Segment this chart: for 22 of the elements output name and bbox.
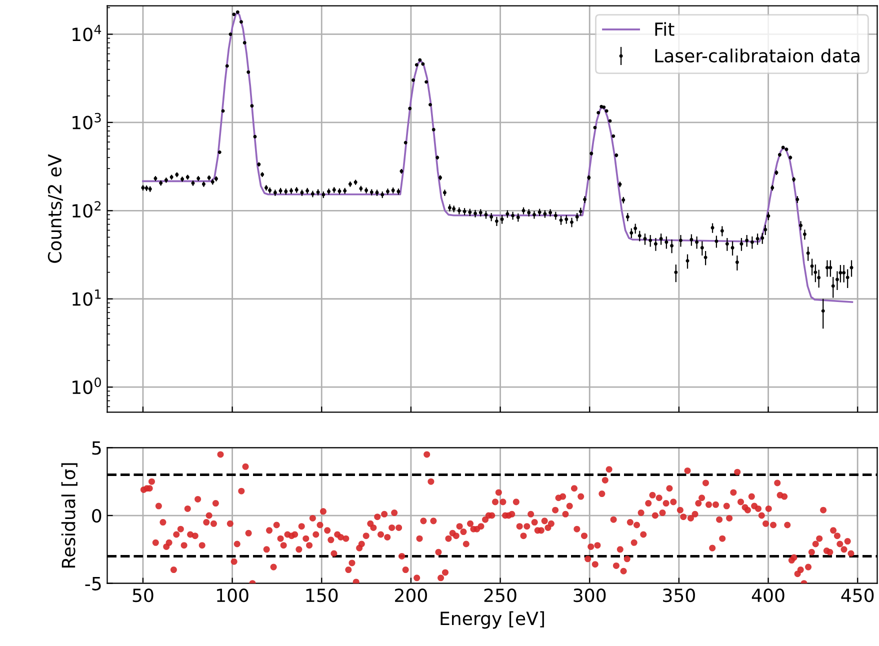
x-tick-label: 400 <box>752 588 784 602</box>
y-tick-label: -5 <box>85 577 101 590</box>
y-tick-label: 10$^{2}$ <box>72 201 101 218</box>
x-tick-label: 200 <box>395 588 427 602</box>
x-axis-title: Energy [eV] <box>440 611 544 629</box>
y-tick-label: 0 <box>92 508 102 523</box>
y-axis-title: Counts/2 eV <box>48 154 63 263</box>
x-tick-label: 250 <box>484 588 516 602</box>
y-tick-label: 10$^{3}$ <box>72 112 101 130</box>
x-tick-label: 350 <box>663 588 695 602</box>
legend-label: Laser-calibrataion data <box>655 48 860 63</box>
y-axis-title: Residual [σ] <box>61 463 78 568</box>
y-tick-label: 10$^{4}$ <box>72 24 102 42</box>
x-tick-label: 100 <box>217 588 248 602</box>
x-tick-label: 50 <box>132 588 154 602</box>
x-tick-label: 300 <box>574 588 606 602</box>
legend-label: Fit <box>655 22 674 36</box>
x-tick-label: 450 <box>841 588 874 602</box>
y-tick-label: 5 <box>92 441 101 455</box>
x-tick-label: 150 <box>306 588 338 602</box>
y-tick-label: 10$^{0}$ <box>72 378 101 394</box>
y-tick-label: 10$^{1}$ <box>72 289 101 306</box>
